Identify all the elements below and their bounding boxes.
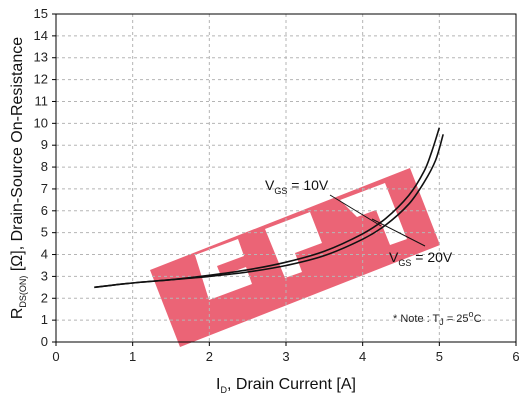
y-tick-label: 13: [34, 50, 48, 65]
y-tick-label: 4: [41, 247, 48, 262]
x-tick-label: 5: [436, 349, 443, 364]
y-tick-label: 6: [41, 203, 48, 218]
y-tick-label: 9: [41, 137, 48, 152]
x-tick-label: 3: [282, 349, 289, 364]
x-axis-title: ID, Drain Current [A]: [216, 376, 356, 395]
grid: [56, 14, 516, 342]
annotation-vgs-10v: VGS = 10V: [265, 177, 329, 196]
annotation-vgs-20v: VGS = 20V: [389, 249, 453, 268]
x-tick-label: 4: [359, 349, 366, 364]
y-tick-label: 7: [41, 181, 48, 196]
y-tick-label: 0: [41, 334, 48, 349]
x-tick-label: 1: [129, 349, 136, 364]
annotation-arrow-20v: [371, 218, 426, 247]
y-tick-label: 5: [41, 225, 48, 240]
y-tick-label: 1: [41, 312, 48, 327]
x-tick-label: 6: [512, 349, 519, 364]
annotation-arrow-10v: [329, 194, 382, 227]
y-tick-label: 10: [34, 115, 48, 130]
y-tick-label: 11: [35, 93, 49, 108]
x-tick-label: 2: [206, 349, 213, 364]
y-axis-title: RDS(ON) [Ω], Drain-Source On-Resistance: [9, 37, 28, 319]
y-tick-label: 2: [41, 290, 48, 305]
y-tick-label: 8: [41, 159, 48, 174]
y-tick-label: 3: [41, 268, 48, 283]
series-group: [94, 127, 444, 289]
note-temperature: * Note : TJ = 25oC: [393, 309, 482, 327]
y-tick-label: 14: [34, 28, 48, 43]
x-tick-label: 0: [52, 349, 59, 364]
series-line-vgs-20v: [94, 134, 444, 289]
y-tick-label: 15: [34, 6, 48, 21]
y-tick-label: 12: [34, 72, 48, 87]
